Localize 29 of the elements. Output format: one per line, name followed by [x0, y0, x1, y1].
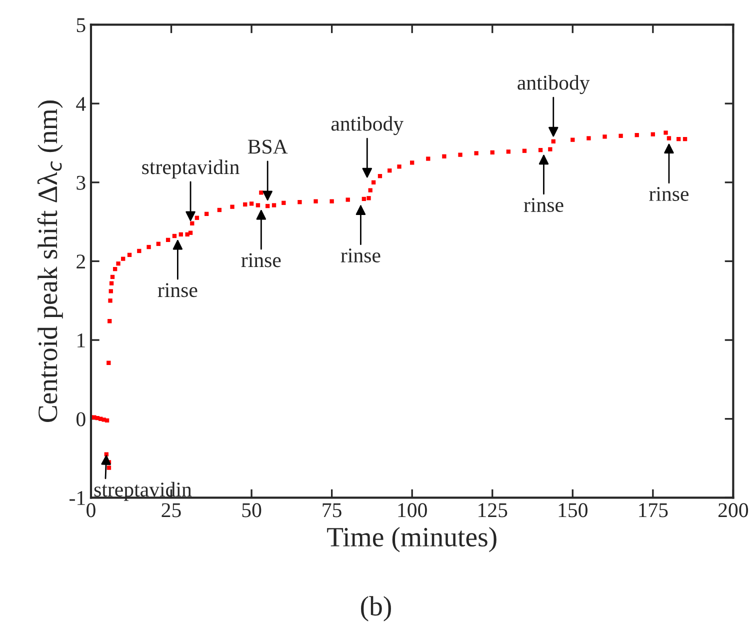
- annotation: antibody: [518, 75, 590, 94]
- annotation: streptavidin: [94, 482, 192, 501]
- x-tick-label: 125: [478, 503, 508, 518]
- y-tick-label: 1: [78, 334, 85, 348]
- x-tick-label: 50: [242, 503, 262, 518]
- annotation: rinse: [340, 248, 380, 262]
- x-tick-label: 25: [162, 503, 181, 518]
- annotation: streptavidin: [142, 160, 240, 178]
- x-axis-title: Time (minutes): [327, 527, 496, 552]
- y-tick-label: -1: [70, 491, 85, 505]
- annotation: BSA: [248, 140, 288, 154]
- y-tick-label: 2: [76, 254, 85, 268]
- x-tick-label: 200: [718, 503, 748, 518]
- x-tick-label: 175: [639, 503, 668, 518]
- text: (b): [361, 596, 391, 622]
- annotation: rinse: [649, 186, 689, 201]
- x-tick-label: 150: [558, 503, 588, 518]
- annotation: rinse: [524, 198, 564, 212]
- x-tick-label: 100: [398, 503, 427, 518]
- y-tick-label: 4: [76, 97, 86, 111]
- y-tick-label: 0: [76, 412, 86, 426]
- y-tick-label: 3: [76, 176, 86, 190]
- x-tick-label: 0: [86, 503, 96, 518]
- annotation: rinse: [158, 283, 198, 298]
- annotation: antibody: [331, 116, 404, 136]
- y-axis-title: Centroid peak shift Δλ$_{c}$ (nm): [37, 100, 63, 422]
- annotation: rinse: [241, 253, 281, 268]
- y-tick-label: 5: [76, 18, 86, 32]
- x-tick-label: 75: [322, 503, 342, 518]
